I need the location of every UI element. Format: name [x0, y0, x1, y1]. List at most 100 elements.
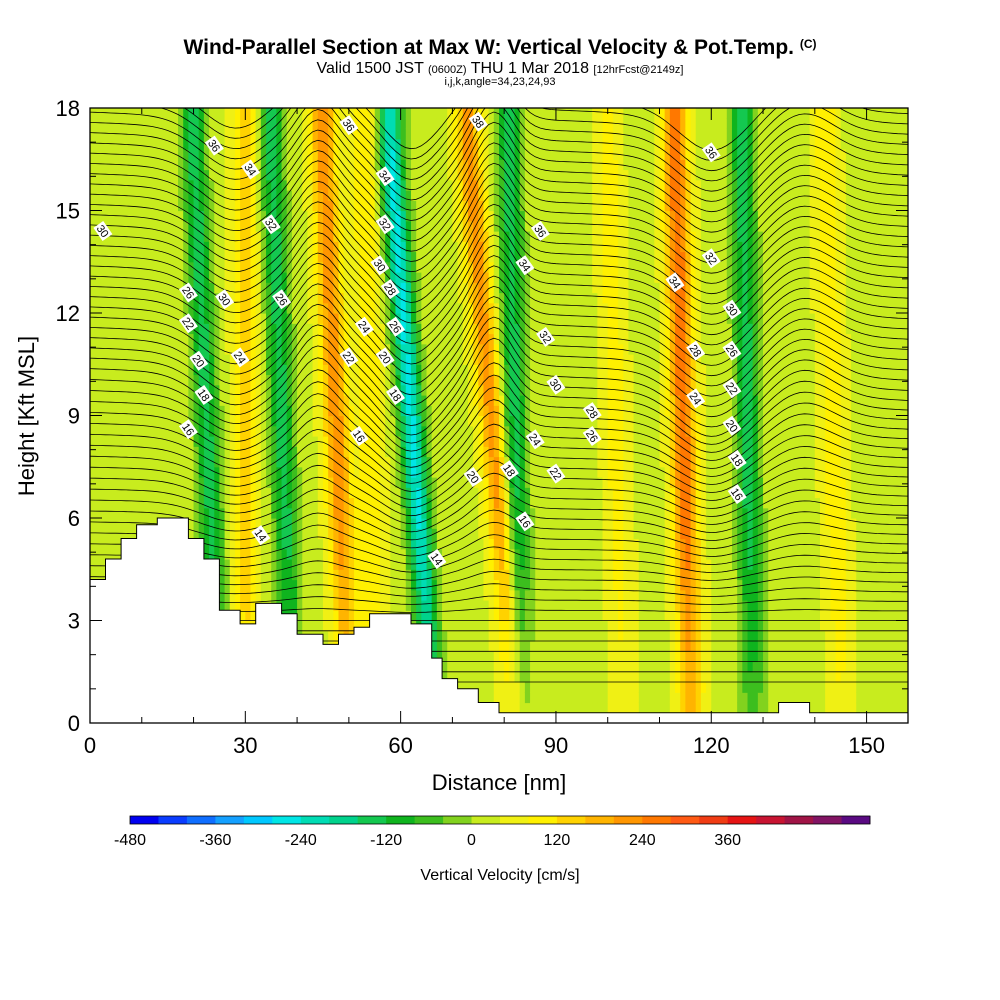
velocity-cell: [250, 333, 257, 345]
velocity-cell: [379, 425, 386, 437]
velocity-cell: [224, 559, 231, 570]
velocity-cell: [462, 128, 469, 140]
velocity-cell: [188, 405, 195, 417]
velocity-cell: [462, 641, 469, 652]
velocity-cell: [250, 220, 257, 232]
velocity-cell: [183, 108, 189, 119]
velocity-cell: [271, 589, 277, 601]
velocity-cell: [385, 395, 391, 406]
velocity-cell: [359, 384, 365, 396]
velocity-cell: [209, 251, 215, 263]
velocity-cell: [504, 671, 510, 683]
velocity-cell: [499, 641, 505, 652]
velocity-cell: [369, 507, 376, 519]
velocity-cell: [359, 589, 365, 601]
velocity-cell: [167, 138, 174, 150]
velocity-cell: [462, 159, 469, 171]
velocity-cell: [400, 108, 407, 119]
velocity-cell: [260, 159, 267, 171]
velocity-cell: [328, 374, 334, 386]
velocity-cell: [379, 395, 386, 406]
velocity-cell: [488, 446, 495, 458]
velocity-cell: [359, 231, 365, 242]
velocity-cell: [421, 569, 428, 581]
velocity-cell: [426, 241, 433, 253]
velocity-cell: [514, 200, 521, 212]
velocity-cell: [281, 384, 288, 396]
velocity-cell: [379, 292, 386, 304]
velocity-cell: [442, 384, 448, 396]
velocity-cell: [405, 343, 412, 355]
velocity-cell: [379, 405, 386, 417]
velocity-cell: [379, 343, 386, 355]
velocity-cell: [172, 477, 179, 488]
velocity-cell: [478, 395, 485, 406]
velocity-cell: [467, 313, 474, 324]
velocity-cell: [364, 436, 371, 447]
velocity-cell: [126, 436, 133, 447]
velocity-cell: [271, 436, 277, 447]
velocity-cell: [209, 108, 215, 119]
velocity-cell: [100, 138, 107, 150]
velocity-cell: [152, 138, 158, 150]
velocity-cell: [90, 292, 96, 304]
velocity-cell: [504, 702, 510, 714]
velocity-cell: [426, 282, 433, 294]
velocity-cell: [100, 200, 107, 212]
velocity-cell: [348, 569, 355, 581]
velocity-cell: [193, 169, 200, 181]
velocity-cell: [302, 538, 309, 550]
velocity-cell: [193, 405, 200, 417]
velocity-cell: [509, 425, 516, 437]
velocity-cell: [483, 682, 490, 693]
velocity-cell: [514, 241, 521, 253]
velocity-cell: [178, 323, 184, 335]
velocity-cell: [234, 108, 241, 119]
velocity-cell: [95, 313, 101, 324]
velocity-cell: [359, 169, 365, 181]
velocity-cell: [447, 118, 454, 130]
velocity-cell: [348, 589, 355, 601]
velocity-cell: [509, 190, 516, 201]
velocity-cell: [203, 343, 210, 355]
velocity-cell: [364, 589, 371, 601]
velocity-cell: [416, 600, 422, 611]
velocity-cell: [214, 159, 221, 171]
subtitle-forecast: [12hrFcst@2149z]: [593, 64, 684, 76]
velocity-cell: [162, 405, 169, 417]
velocity-cell: [436, 302, 443, 314]
velocity-cell: [483, 395, 490, 406]
velocity-cell: [198, 210, 205, 222]
velocity-cell: [395, 333, 402, 345]
velocity-cell: [431, 436, 438, 447]
velocity-cell: [178, 364, 184, 376]
velocity-cell: [302, 333, 309, 345]
velocity-cell: [260, 333, 267, 345]
velocity-cell: [410, 261, 417, 273]
velocity-cell: [410, 354, 417, 365]
velocity-cell: [100, 487, 107, 499]
velocity-cell: [188, 159, 195, 171]
velocity-cell: [250, 282, 257, 294]
velocity-cell: [462, 190, 469, 201]
velocity-cell: [369, 292, 376, 304]
velocity-cell: [291, 497, 298, 509]
velocity-cell: [271, 425, 277, 437]
velocity-cell: [379, 333, 386, 345]
velocity-cell: [297, 569, 303, 581]
velocity-cell: [436, 128, 443, 140]
velocity-cell: [426, 425, 433, 437]
velocity-cell: [183, 364, 189, 376]
velocity-cell: [483, 220, 490, 232]
velocity-cell: [260, 343, 267, 355]
velocity-cell: [260, 220, 267, 232]
velocity-cell: [312, 446, 319, 458]
velocity-cell: [457, 405, 464, 417]
velocity-cell: [504, 261, 510, 273]
velocity-cell: [436, 190, 443, 201]
velocity-cell: [234, 251, 241, 263]
velocity-cell: [157, 261, 164, 273]
velocity-cell: [379, 528, 386, 540]
velocity-cell: [136, 128, 143, 140]
velocity-cell: [478, 477, 485, 488]
